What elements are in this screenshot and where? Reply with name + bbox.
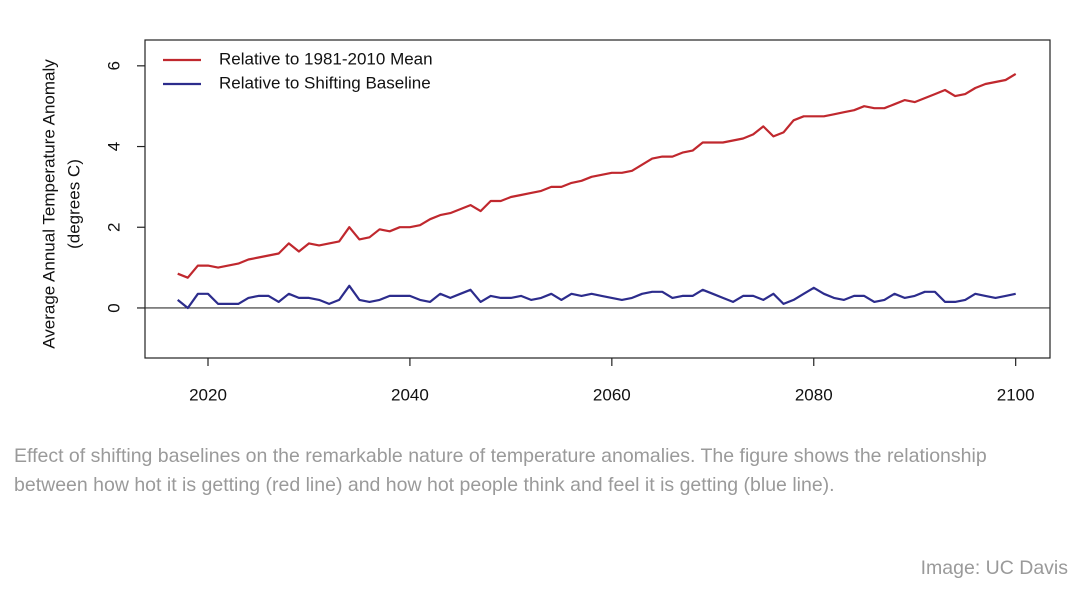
series-line — [177, 284, 1016, 310]
x-tick-label: 2060 — [593, 385, 631, 404]
legend-label: Relative to 1981-2010 Mean — [219, 49, 433, 68]
y-tick-label: 6 — [104, 61, 123, 70]
chart: 0 2 4 6 2020 2040 2060 2080 2100 Average Annual T… — [39, 39, 1051, 404]
legend-label: Relative to Shifting Baseline — [219, 73, 431, 92]
caption: Effect of shifting baselines on the rema… — [14, 445, 987, 496]
y-tick-label: 2 — [104, 223, 123, 232]
y-axis-label: (degrees C) — [64, 159, 83, 249]
credit: Image: UC Davis — [920, 557, 1068, 579]
x-tick-label: 2100 — [997, 385, 1035, 404]
x-tick-label: 2040 — [391, 385, 429, 404]
series-line — [177, 72, 1017, 279]
x-tick-label: 2080 — [795, 385, 833, 404]
y-tick-label: 0 — [104, 303, 123, 312]
y-tick-label: 4 — [104, 142, 123, 151]
plot-frame — [144, 39, 1051, 359]
y-axis-label: Average Annual Temperature Anomaly — [39, 59, 58, 349]
x-tick-label: 2020 — [189, 385, 227, 404]
